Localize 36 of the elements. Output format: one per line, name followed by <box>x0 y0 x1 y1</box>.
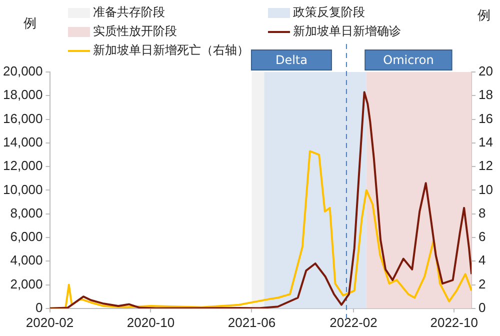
x-tick-label: 2022-10 <box>430 314 478 330</box>
text: Delta <box>275 53 308 68</box>
y2-tick-label: 12 <box>478 158 494 174</box>
text: Omicron <box>383 53 434 68</box>
y2-tick-label: 20 <box>478 64 494 79</box>
legend-label: 实质性放开阶段 <box>93 23 177 40</box>
y-tick-label: 10,000 <box>2 182 43 197</box>
legend-label: 准备共存阶段 <box>93 4 165 21</box>
legend-label: 新加坡单日新增确诊 <box>293 23 401 40</box>
y-tick-label: 12,000 <box>2 158 43 174</box>
y2-axis-title: 例 <box>478 8 490 24</box>
y2-tick-label: 10 <box>478 182 494 197</box>
y2-tick-label: 18 <box>478 87 494 102</box>
x-tick-label: 2020-10 <box>126 314 175 330</box>
y-tick-label: 16,000 <box>2 110 43 126</box>
y-axis-title: 例 <box>24 16 36 32</box>
legend-label: 政策反复阶段 <box>293 4 365 21</box>
y-tick-label: 14,000 <box>2 134 43 150</box>
x-tick-label: 2021-06 <box>228 314 276 330</box>
y2-tick-label: 14 <box>478 134 494 150</box>
y2-tick-label: 0 <box>478 300 486 315</box>
y-tick-label: 4,000 <box>10 252 43 268</box>
y2-tick-label: 6 <box>478 229 486 244</box>
y-tick-label: 6,000 <box>10 229 43 244</box>
y-tick-label: 8,000 <box>10 205 43 220</box>
y-tick-label: 18,000 <box>2 87 43 102</box>
x-tick-label: 2022-02 <box>330 314 378 330</box>
x-tick-label: 2020-02 <box>26 314 74 330</box>
y-tick-label: 20,000 <box>2 64 43 79</box>
y-tick-label: 2,000 <box>10 276 43 292</box>
y2-tick-label: 8 <box>478 205 486 220</box>
y2-tick-label: 4 <box>478 252 486 268</box>
legend-label: 新加坡单日新增死亡（右轴） <box>93 42 249 59</box>
y2-tick-label: 16 <box>478 110 494 126</box>
y2-tick-label: 2 <box>478 276 486 292</box>
y-tick-label: 0 <box>36 300 43 315</box>
